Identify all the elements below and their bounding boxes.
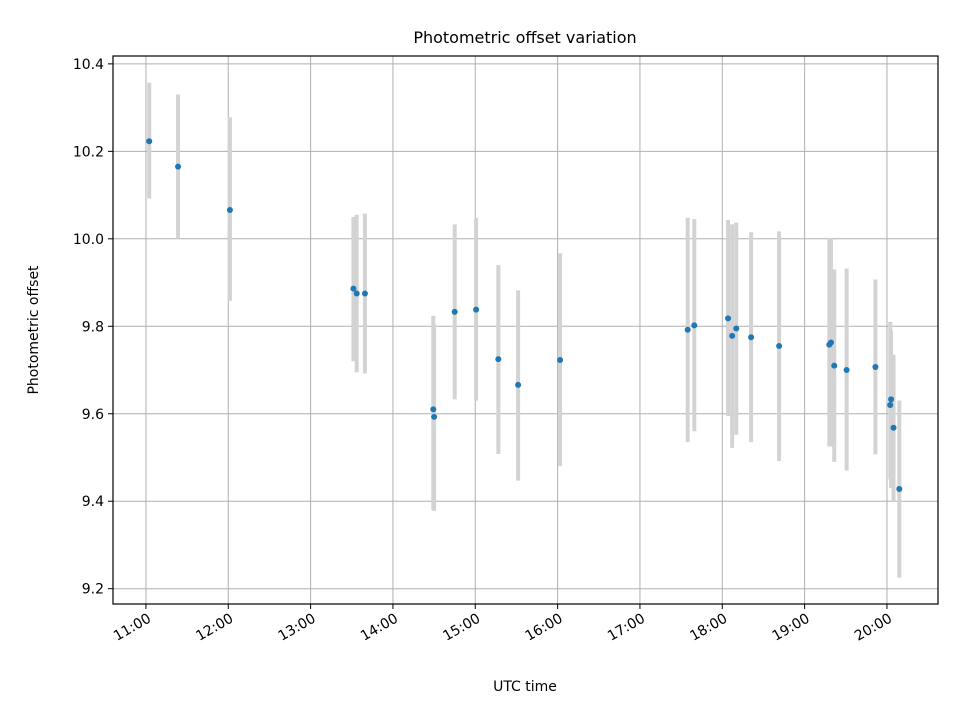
y-tick-label: 10.4 [73,57,104,73]
data-point [896,485,903,492]
data-point [843,367,850,374]
data-point [226,206,233,213]
data-point [888,396,895,403]
data-point [350,285,357,292]
data-point [831,362,838,369]
data-point [733,325,740,332]
data-point [430,406,437,413]
data-point [684,326,691,333]
data-point [887,402,894,409]
data-point [473,306,480,313]
y-tick-label: 9.2 [82,582,104,598]
data-point [827,339,834,346]
y-tick-label: 10.2 [73,144,104,160]
y-axis-label: Photometric offset [26,265,42,395]
data-point [776,342,783,349]
data-point [557,356,564,363]
data-point [175,163,182,170]
y-tick-label: 10.0 [73,232,104,248]
data-points [146,138,903,492]
x-axis-label: UTC time [493,679,557,695]
y-tick-label: 9.6 [82,407,104,423]
data-point [495,356,502,363]
chart-title: Photometric offset variation [413,28,636,47]
data-point [451,308,458,315]
data-point [890,424,897,431]
data-point [361,290,368,297]
data-point [729,332,736,339]
data-point [691,322,698,329]
y-tick-label: 9.8 [82,319,104,335]
data-point [146,138,153,145]
data-point [748,334,755,341]
y-tick-label: 9.4 [82,494,104,510]
data-point [431,413,438,420]
y-axis: 9.2 9.4 9.6 9.8 10.0 10.2 10.4 [73,57,113,598]
data-point [725,315,732,322]
data-point [872,363,879,370]
data-point [515,381,522,388]
grid [113,56,938,604]
plot-frame [112,55,939,605]
data-point [353,290,360,297]
